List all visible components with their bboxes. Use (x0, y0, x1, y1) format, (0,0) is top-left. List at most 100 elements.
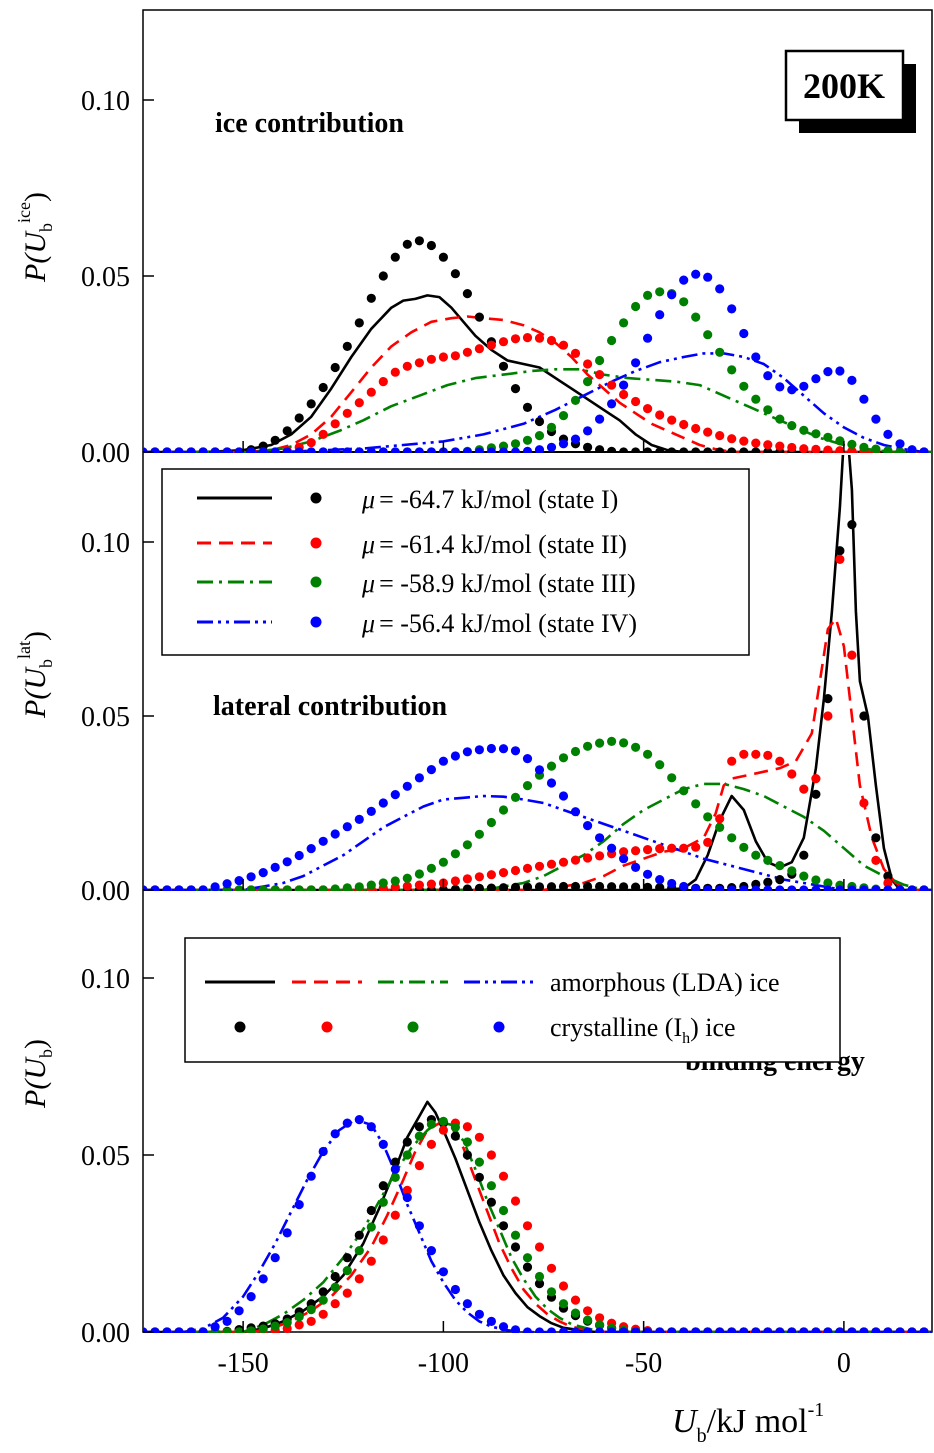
dot-ice-IV (474, 447, 484, 453)
dot-lateral-IV (859, 885, 869, 891)
dot-lateral-I (583, 881, 593, 891)
dot-ice-III (607, 335, 617, 346)
dot-lateral-IV (342, 822, 352, 832)
dot-lateral-IV (318, 836, 328, 846)
dot-lateral-II (655, 844, 665, 854)
dot-total-II (318, 1309, 328, 1319)
legend-types: amorphous (LDA) ice crystalline (Ih) ice (184, 937, 841, 1063)
dot-ice-II (438, 352, 448, 362)
dot-ice-IV (859, 394, 869, 404)
dot-lateral-I (631, 882, 641, 891)
dot-ice-II (426, 354, 436, 364)
dot-total-II (595, 1313, 605, 1323)
legend-amorphous-label: amorphous (LDA) ice (550, 968, 780, 997)
dot-lateral-III (595, 738, 605, 748)
dot-lateral-IV (727, 885, 737, 891)
dot-ice-III (679, 297, 689, 307)
dot-lateral-II (414, 880, 424, 890)
legend-type-dot-2 (407, 1021, 419, 1033)
dot-ice-I (342, 341, 352, 351)
dot-lateral-II (847, 650, 857, 660)
dot-total-IV (739, 1327, 749, 1333)
dot-lateral-IV (162, 885, 172, 891)
dot-lateral-IV (835, 885, 845, 891)
dot-total-II (498, 1171, 509, 1181)
dot-ice-III (558, 411, 569, 421)
dot-ice-II (402, 361, 412, 371)
dot-total-II (438, 1125, 448, 1135)
dot-lateral-II (775, 756, 785, 766)
dot-lateral-IV (763, 885, 773, 891)
dot-ice-IV (210, 447, 220, 453)
dot-lateral-III (294, 885, 304, 891)
dot-lateral-III (583, 741, 593, 751)
legend-type-dot-3 (493, 1021, 505, 1033)
dot-ice-III (655, 287, 665, 297)
dot-lateral-II (631, 846, 641, 856)
dot-ice-III (727, 365, 737, 375)
dot-ice-I (402, 239, 412, 249)
dot-ice-IV (631, 358, 641, 368)
dot-total-IV (799, 1327, 809, 1333)
dot-total-II (402, 1185, 412, 1195)
dot-lateral-IV (655, 875, 665, 885)
dot-total-IV (655, 1327, 665, 1333)
dot-lateral-II (595, 851, 605, 861)
dot-total-IV (234, 1306, 244, 1316)
dot-ice-II (498, 337, 509, 347)
dot-ice-II (546, 335, 557, 346)
dot-ice-IV (246, 447, 256, 453)
dot-lateral-II (498, 868, 509, 878)
dot-ice-II (366, 387, 376, 397)
dot-total-I (510, 1242, 521, 1252)
dot-lateral-III (366, 880, 376, 890)
dot-ice-IV (583, 426, 593, 436)
series-ice-state-II-crystalline (143, 333, 929, 453)
x-axis-label: Ub/kJ mol-1 (672, 1399, 824, 1447)
dot-total-III (570, 1308, 581, 1318)
dot-lateral-III (787, 866, 797, 876)
dot-ice-IV (570, 434, 581, 444)
ytick-label-lateral-2: 0.10 (81, 528, 130, 559)
dot-ice-II (631, 396, 641, 407)
series-lateral-state-II-amorphous (143, 617, 932, 891)
dot-ice-IV (174, 447, 184, 453)
dot-lateral-II (570, 855, 581, 865)
dot-total-IV (823, 1327, 833, 1333)
dot-lateral-IV (390, 790, 400, 800)
series-total-state-II-amorphous (143, 1121, 932, 1333)
dot-ice-I (522, 402, 533, 412)
dot-ice-I (534, 416, 545, 427)
dot-ice-IV (282, 447, 292, 453)
dot-ice-I (450, 269, 460, 279)
dot-ice-II (330, 419, 340, 429)
dot-total-IV (583, 1327, 593, 1333)
dot-lateral-IV (510, 746, 521, 756)
dot-total-IV (426, 1246, 436, 1256)
series-ice-state-I-amorphous (143, 294, 932, 453)
dot-total-IV (847, 1327, 857, 1333)
ylabel-lateral: P(Ublat) (14, 631, 56, 719)
dot-total-III (282, 1318, 292, 1328)
dot-ice-I (510, 384, 521, 394)
dot-ice-IV (462, 447, 472, 453)
dot-total-IV (703, 1327, 713, 1333)
dot-lateral-IV (546, 778, 557, 788)
dot-ice-III (763, 405, 773, 415)
dot-total-II (558, 1281, 569, 1291)
dot-lateral-II (474, 872, 484, 882)
dot-ice-III (859, 442, 869, 452)
dot-lateral-IV (823, 885, 833, 891)
dot-lateral-IV (438, 756, 448, 766)
dot-lateral-IV (643, 869, 653, 879)
annotation-lateral: lateral contribution (213, 691, 448, 722)
dot-lateral-III (330, 884, 340, 891)
dot-lateral-III (715, 822, 725, 833)
dot-lateral-III (655, 760, 665, 770)
dot-total-IV (763, 1327, 773, 1333)
dot-total-IV (679, 1327, 689, 1333)
dot-lateral-III (342, 883, 352, 891)
dot-lateral-I (871, 833, 881, 843)
dot-ice-II (414, 358, 424, 368)
